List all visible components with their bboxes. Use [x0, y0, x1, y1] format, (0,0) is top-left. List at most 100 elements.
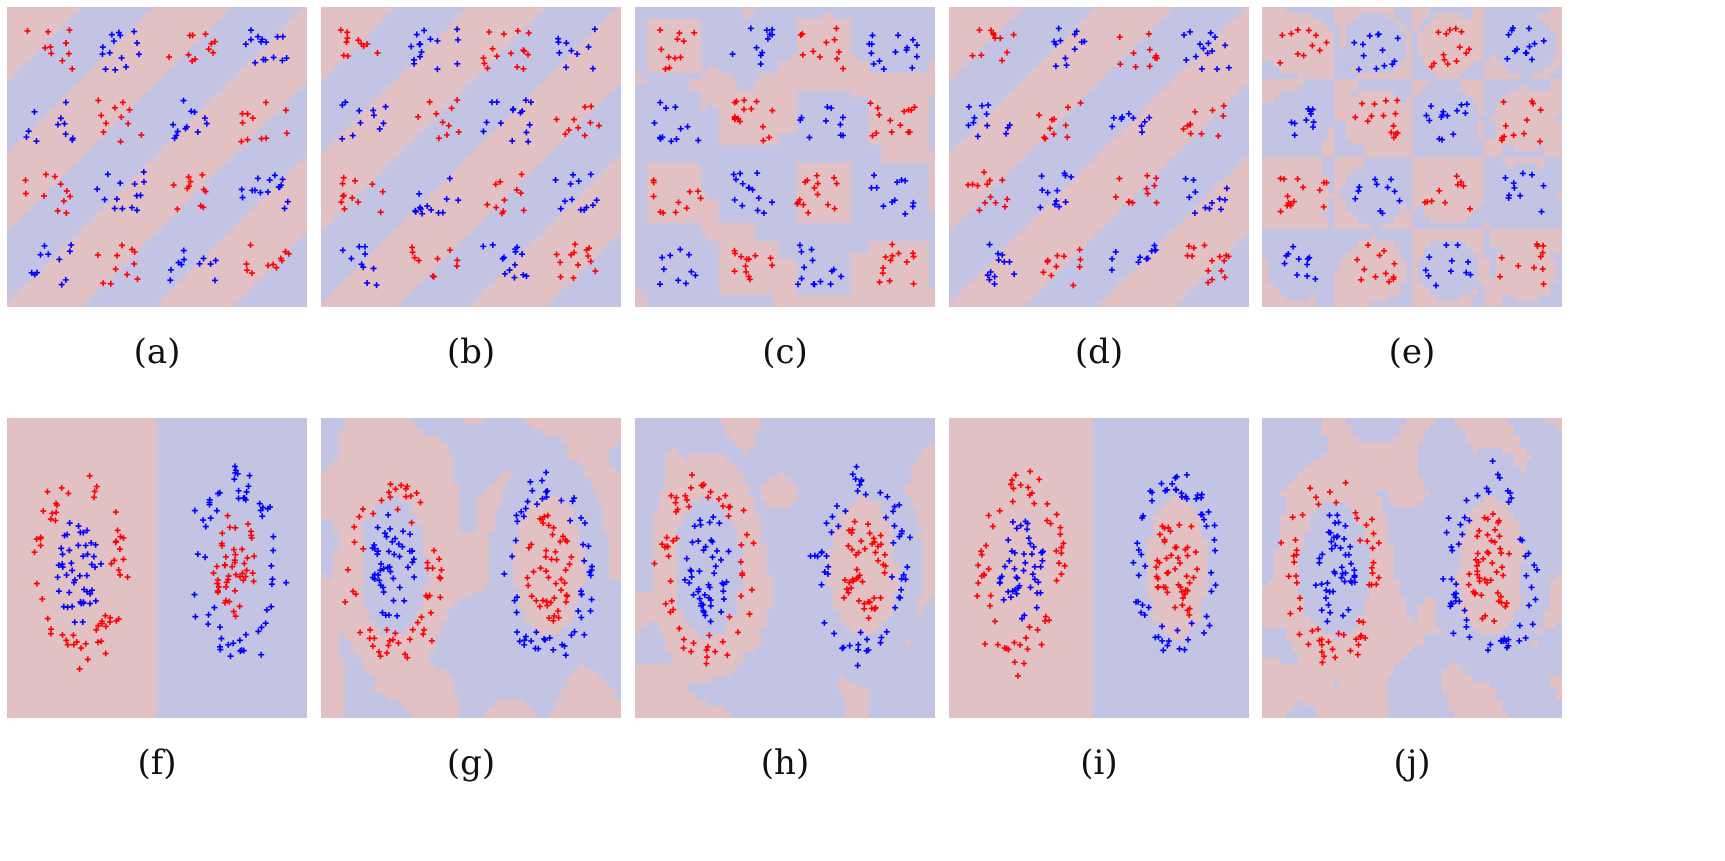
region-cell — [507, 31, 514, 38]
region-cell — [609, 199, 616, 206]
region-cell — [585, 193, 592, 200]
region-cell — [85, 139, 92, 146]
region-cell — [603, 13, 610, 20]
region-cell — [603, 109, 610, 116]
region-cell — [25, 223, 32, 230]
region-cell — [55, 97, 62, 104]
region-cell — [393, 25, 400, 32]
region-cell — [387, 43, 394, 50]
region-cell — [247, 223, 254, 230]
region-cell — [187, 259, 194, 266]
region-cell — [121, 97, 128, 104]
region-cell — [513, 175, 520, 182]
region-cell — [495, 73, 502, 80]
region-cell — [253, 133, 260, 140]
region-cell — [187, 283, 194, 290]
region-cell — [591, 55, 598, 62]
region-cell — [61, 127, 68, 134]
region-cell — [217, 91, 224, 98]
region-cell — [25, 7, 32, 14]
region-cell — [591, 61, 598, 68]
region-cell — [447, 223, 454, 230]
region-cell — [169, 43, 176, 50]
region-cell — [133, 49, 140, 56]
region-cell — [381, 127, 388, 134]
region-cell — [459, 133, 466, 140]
region-cell — [103, 169, 110, 176]
region-cell — [67, 133, 74, 140]
region-cell — [67, 223, 74, 230]
region-cell — [163, 127, 170, 134]
region-cell — [61, 229, 68, 236]
region-cell — [405, 217, 412, 224]
region-cell — [127, 277, 134, 284]
region-cell — [591, 223, 598, 230]
region-cell — [253, 25, 260, 32]
region-cell — [531, 205, 538, 212]
region-cell — [489, 109, 496, 116]
region-cell — [579, 157, 586, 164]
region-cell — [277, 211, 284, 218]
region-cell — [97, 67, 104, 74]
region-cell — [295, 295, 302, 302]
region-cell — [163, 223, 170, 230]
region-cell — [97, 121, 104, 128]
region-cell — [537, 271, 544, 278]
region-cell — [295, 157, 302, 164]
region-cell — [169, 103, 176, 110]
region-cell — [519, 19, 526, 26]
region-cell — [399, 115, 406, 122]
region-cell — [175, 193, 182, 200]
region-cell — [295, 25, 302, 32]
region-cell — [465, 217, 472, 224]
region-cell — [301, 253, 307, 260]
region-cell — [55, 67, 62, 74]
region-cell — [453, 247, 460, 254]
region-cell — [175, 217, 182, 224]
region-cell — [301, 259, 307, 266]
region-cell — [13, 193, 20, 200]
region-cell — [247, 271, 254, 278]
region-cell — [283, 103, 290, 110]
region-cell — [283, 151, 290, 158]
region-cell — [49, 295, 56, 302]
region-cell — [55, 283, 62, 290]
region-cell — [555, 67, 562, 74]
region-cell — [537, 277, 544, 284]
region-cell — [289, 187, 296, 194]
region-cell — [411, 247, 418, 254]
region-cell — [241, 271, 248, 278]
region-cell — [253, 253, 260, 260]
region-cell — [573, 85, 580, 92]
point-red — [186, 32, 193, 39]
region-cell — [139, 193, 146, 200]
region-cell — [477, 181, 484, 188]
region-cell — [247, 163, 254, 170]
region-cell — [579, 91, 586, 98]
region-cell — [561, 67, 568, 74]
region-cell — [181, 19, 188, 26]
region-cell — [67, 211, 74, 218]
region-cell — [277, 229, 284, 236]
region-cell — [91, 157, 98, 164]
region-cell — [363, 229, 370, 236]
region-cell — [603, 271, 610, 278]
region-cell — [357, 73, 364, 80]
region-cell — [399, 211, 406, 218]
point-red — [112, 266, 119, 273]
region-cell — [127, 265, 134, 272]
region-cell — [321, 55, 328, 62]
region-cell — [127, 55, 134, 62]
region-cell — [289, 121, 296, 128]
region-cell — [465, 139, 472, 146]
region-cell — [453, 43, 460, 50]
region-cell — [115, 223, 122, 230]
region-cell — [321, 19, 328, 26]
region-cell — [49, 133, 56, 140]
region-cell — [61, 241, 68, 248]
region-cell — [585, 181, 592, 188]
region-cell — [387, 49, 394, 56]
region-cell — [55, 55, 62, 62]
region-cell — [363, 253, 370, 260]
region-cell — [205, 205, 212, 212]
